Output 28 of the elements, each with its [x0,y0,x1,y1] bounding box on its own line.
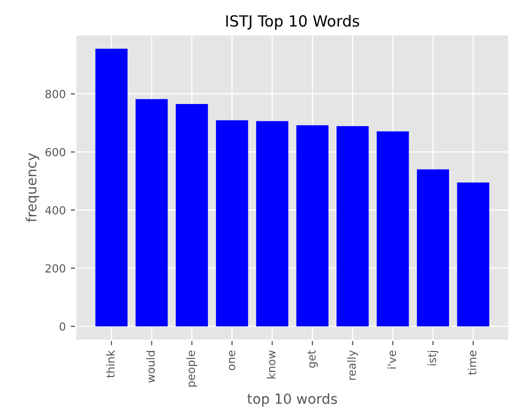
bar [416,169,450,326]
x-axis-title: top 10 words [247,393,337,407]
bar [336,126,369,326]
x-tick-label: get [308,350,318,368]
bar [95,48,128,326]
bar [136,99,168,326]
x-tick-label: really [347,350,358,380]
x-tick-label: one [228,350,236,370]
y-tick-label: 0 [60,322,66,331]
y-tick-label: 200 [46,264,66,273]
x-tick-label: time [468,350,476,375]
bar [296,125,328,326]
x-tick-label: think [106,350,115,378]
y-tick-label: 800 [46,90,66,98]
bar [256,121,288,326]
bar [376,131,409,326]
x-tick-label: istj [428,351,438,366]
y-tick-label: 400 [45,206,66,214]
chart-title: ISTJ Top 10 Words [226,14,360,30]
x-tick-label: people [186,350,198,387]
x-tick-label: know [266,350,276,378]
y-tick-label: 600 [46,148,66,156]
bar [216,120,248,326]
x-tick-label: i've [387,350,396,369]
bar [457,182,490,326]
y-axis-title: frequency [26,153,40,222]
bar [176,104,208,326]
x-tick-label: would [146,351,155,383]
